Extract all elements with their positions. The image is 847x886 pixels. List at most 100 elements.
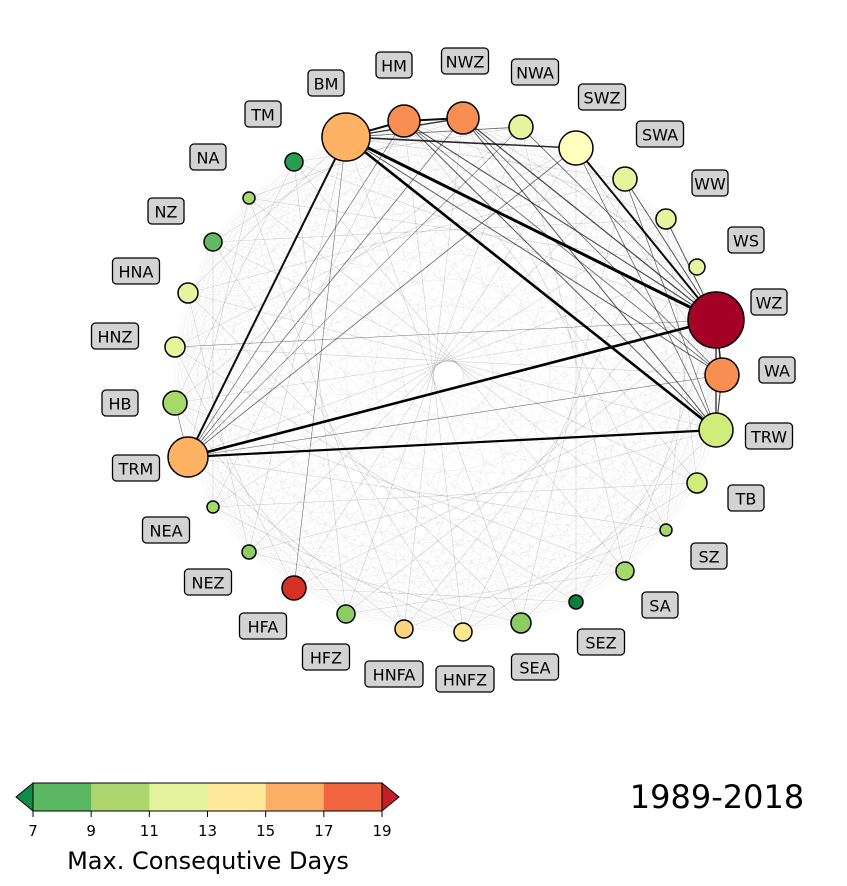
- node-label-text: NWZ: [446, 53, 485, 72]
- node-label-text: SEZ: [585, 634, 616, 653]
- node-HNFZ[interactable]: [453, 622, 473, 642]
- node-NWA[interactable]: [508, 114, 534, 140]
- node-WS[interactable]: [688, 258, 706, 276]
- edge: [575, 147, 698, 268]
- label-WW: WW: [691, 169, 729, 197]
- node-HNZ[interactable]: [164, 336, 186, 358]
- edge: [187, 136, 347, 294]
- node-label-text: NEA: [149, 522, 182, 541]
- edge: [345, 136, 667, 531]
- edge: [212, 241, 698, 268]
- edge: [624, 178, 667, 531]
- node-TRM[interactable]: [167, 436, 209, 478]
- label-TRM: TRM: [111, 454, 161, 482]
- node-NEA[interactable]: [206, 500, 220, 514]
- edge: [212, 506, 405, 630]
- node-SEZ[interactable]: [568, 594, 584, 610]
- edge: [403, 120, 577, 149]
- edge: [696, 266, 717, 431]
- node-TRW[interactable]: [698, 412, 734, 448]
- edge: [212, 126, 522, 243]
- edge: [248, 197, 698, 268]
- edge: [293, 161, 626, 572]
- node-HFA[interactable]: [281, 575, 307, 601]
- edge: [212, 241, 626, 572]
- node-label-text: HB: [108, 395, 131, 414]
- node-HNA[interactable]: [177, 282, 199, 304]
- edge: [462, 178, 626, 633]
- edge-SWZ-WZ: [575, 147, 717, 321]
- label-HM: HM: [375, 51, 413, 79]
- edge: [174, 402, 698, 484]
- node-NWZ[interactable]: [446, 101, 480, 135]
- edge: [248, 147, 577, 199]
- edge: [174, 402, 464, 633]
- edge: [174, 402, 626, 572]
- node-HB[interactable]: [162, 390, 188, 416]
- node-NZ[interactable]: [203, 232, 223, 252]
- edge: [248, 126, 522, 199]
- node-NA[interactable]: [242, 191, 256, 205]
- edge: [293, 587, 577, 603]
- edge: [293, 429, 717, 589]
- node-WZ[interactable]: [687, 291, 745, 349]
- edge: [212, 506, 626, 572]
- node-BM[interactable]: [321, 112, 371, 162]
- edge: [212, 506, 464, 633]
- node-label-text: SZ: [698, 548, 719, 567]
- edge: [462, 117, 522, 624]
- node-SWZ[interactable]: [558, 130, 594, 166]
- edge: [665, 218, 698, 484]
- node-SA[interactable]: [615, 561, 635, 581]
- edge: [345, 136, 698, 268]
- edge: [248, 197, 723, 376]
- edge: [248, 374, 723, 553]
- edge: [665, 218, 723, 376]
- node-NEZ[interactable]: [241, 544, 257, 560]
- edge: [174, 402, 405, 630]
- edge: [212, 506, 347, 615]
- edge: [187, 292, 214, 508]
- edge: [174, 346, 522, 624]
- edge: [293, 161, 522, 624]
- node-label-text: HNFA: [373, 666, 416, 685]
- edge-BM-NWA: [345, 126, 522, 138]
- edge: [462, 117, 698, 484]
- edge-BM-WZ: [345, 135, 717, 322]
- node-TB[interactable]: [686, 472, 708, 494]
- node-TM[interactable]: [284, 152, 304, 172]
- edge: [187, 456, 626, 572]
- edge: [212, 506, 522, 624]
- edge: [624, 266, 698, 572]
- label-NWZ: NWZ: [440, 47, 490, 75]
- node-SEA[interactable]: [510, 612, 532, 634]
- edge: [345, 147, 577, 615]
- node-SZ[interactable]: [659, 523, 673, 537]
- node-SWA[interactable]: [612, 166, 638, 192]
- edge: [174, 197, 250, 404]
- edge: [403, 120, 667, 531]
- node-HNFA[interactable]: [394, 619, 414, 639]
- edge: [345, 136, 626, 180]
- edge: [248, 482, 698, 553]
- edge: [293, 117, 464, 589]
- edge: [462, 117, 626, 572]
- edge: [345, 429, 717, 615]
- edge: [212, 161, 295, 508]
- edge: [174, 126, 522, 348]
- node-label-text: WW: [694, 175, 726, 194]
- edge: [187, 120, 405, 294]
- edge: [293, 117, 464, 163]
- node-WA[interactable]: [704, 357, 740, 393]
- edge: [345, 136, 464, 633]
- node-WW[interactable]: [655, 208, 677, 230]
- edge: [187, 218, 667, 294]
- node-label-text: BM: [314, 75, 339, 94]
- edge: [187, 456, 667, 531]
- node-HFZ[interactable]: [336, 604, 356, 624]
- edge: [462, 529, 667, 633]
- edge: [345, 601, 577, 615]
- node-HM[interactable]: [387, 104, 421, 138]
- edge: [345, 374, 723, 615]
